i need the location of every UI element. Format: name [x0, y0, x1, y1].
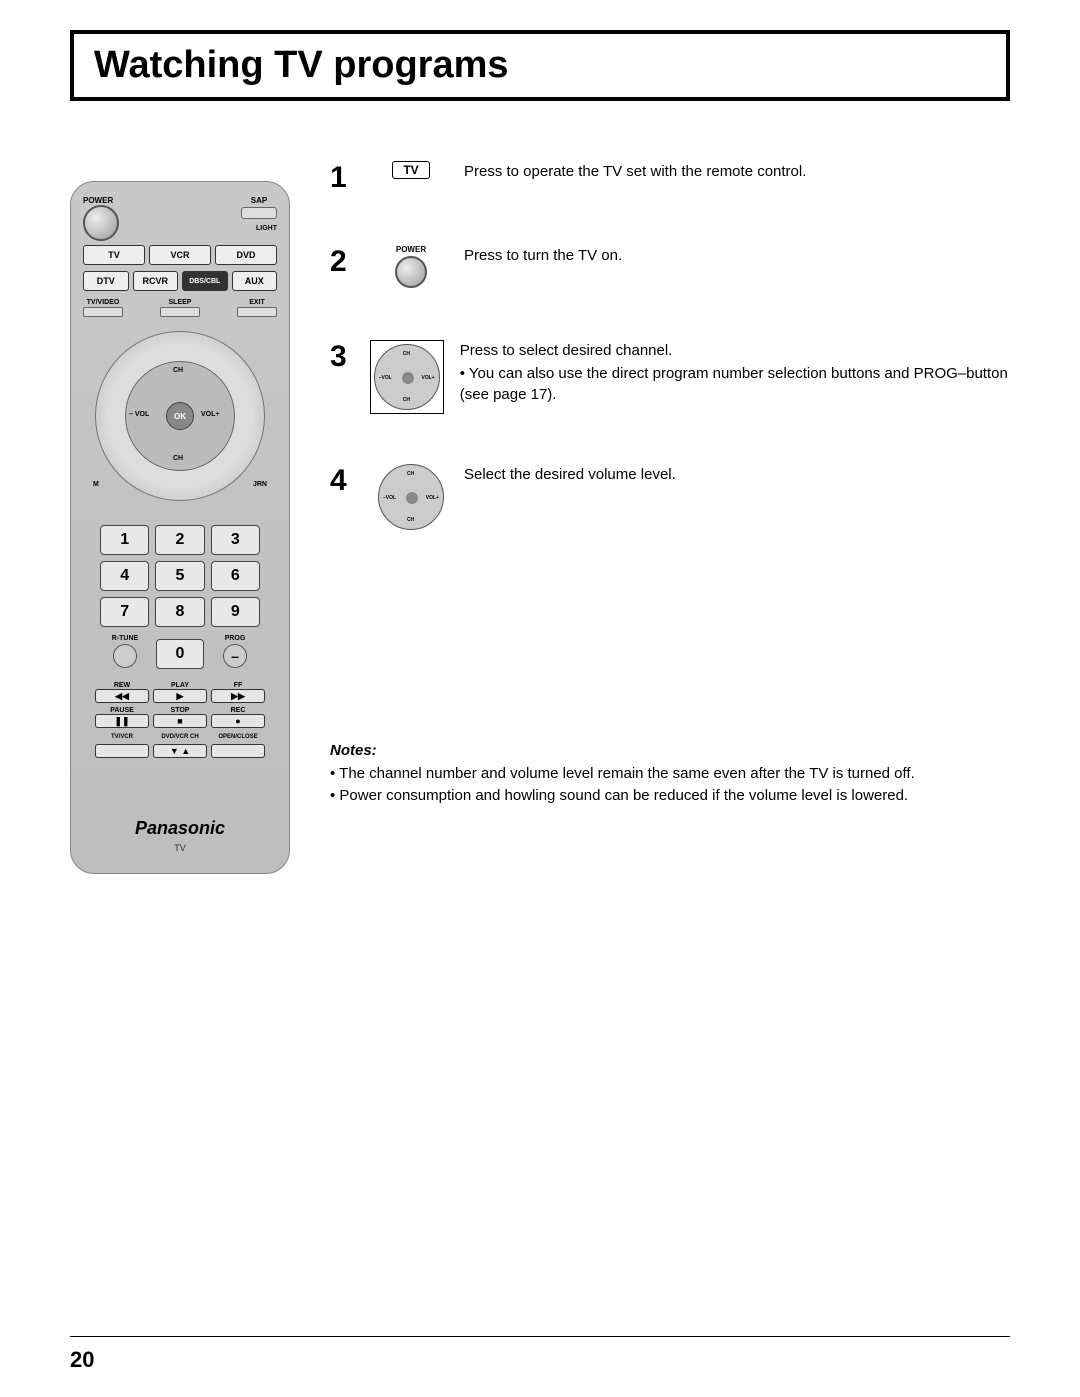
brand-sub-label: TV	[83, 843, 277, 853]
num-2[interactable]: 2	[155, 525, 204, 555]
openclose-button[interactable]	[211, 744, 265, 758]
rec-button[interactable]: ●	[211, 714, 265, 728]
step-num: 4	[330, 464, 358, 498]
step-2: 2 POWER Press to turn the TV on.	[330, 245, 1010, 290]
step-text: Press to select desired channel.	[460, 340, 1010, 361]
mode-tv[interactable]: TV	[83, 245, 145, 265]
num-8[interactable]: 8	[155, 597, 204, 627]
mode-rcvr[interactable]: RCVR	[133, 271, 179, 291]
pause-button[interactable]: ❚❚	[95, 714, 149, 728]
vol-plus-label: VOL+	[201, 411, 219, 418]
prog-label: PROG	[210, 635, 260, 642]
steps-column: 1 TV Press to operate the TV set with th…	[330, 161, 1010, 874]
tvvcr-button[interactable]	[95, 744, 149, 758]
menu-label: M	[93, 481, 99, 488]
num-0[interactable]: 0	[156, 639, 204, 669]
pause-label: PAUSE	[95, 707, 149, 714]
rtune-button[interactable]	[113, 644, 137, 668]
num-7[interactable]: 7	[100, 597, 149, 627]
power-button[interactable]	[83, 205, 119, 241]
num-9[interactable]: 9	[211, 597, 260, 627]
num-6[interactable]: 6	[211, 561, 260, 591]
mode-vcr[interactable]: VCR	[149, 245, 211, 265]
notes-section: Notes: The channel number and volume lev…	[330, 740, 1010, 808]
ff-label: FF	[211, 682, 265, 689]
step-3: 3 CH CH –VOL VOL+ Press to select desire…	[330, 340, 1010, 414]
light-label: LIGHT	[241, 225, 277, 232]
stop-button[interactable]: ■	[153, 714, 207, 728]
rew-button[interactable]: ◀◀	[95, 689, 149, 703]
mode-dtv[interactable]: DTV	[83, 271, 129, 291]
sleep-button[interactable]	[160, 307, 200, 317]
note-item: Power consumption and howling sound can …	[330, 785, 1010, 808]
step-num: 3	[330, 340, 354, 374]
step-4: 4 CH CH –VOL VOL+ Select the desired vol…	[330, 464, 1010, 530]
sleep-label: SLEEP	[169, 299, 192, 306]
power-label: POWER	[83, 196, 119, 205]
sap-button[interactable]	[241, 207, 277, 219]
brand-label: Panasonic	[83, 818, 277, 839]
power-icon	[395, 256, 427, 288]
sap-label: SAP	[241, 196, 277, 205]
ring-box-icon: CH CH –VOL VOL+	[370, 340, 444, 414]
dvdvcrch-button[interactable]: ▼ ▲	[153, 744, 207, 758]
notes-heading: Notes:	[330, 740, 1010, 763]
dvdvcrch-label: DVD/VCR CH	[153, 734, 207, 740]
play-button[interactable]: ▶	[153, 689, 207, 703]
numpad: 1 2 3 4 5 6 7 8 9	[100, 525, 260, 627]
ch-up-label: CH	[173, 367, 183, 374]
mini-ring-icon: CH CH –VOL VOL+	[374, 344, 440, 410]
step-num: 1	[330, 161, 358, 195]
step-bullet: You can also use the direct program numb…	[460, 363, 1010, 405]
nav-ring: OK CH CH – VOL VOL+ M JRN	[95, 331, 265, 501]
content: POWER SAP LIGHT TV VCR DVD DTV RCVR DBS/…	[70, 161, 1010, 874]
ch-dn-label: CH	[173, 455, 183, 462]
tvvideo-button[interactable]	[83, 307, 123, 317]
vol-minus-label: – VOL	[129, 411, 149, 418]
note-item: The channel number and volume level rema…	[330, 763, 1010, 786]
step-text: Press to operate the TV set with the rem…	[464, 161, 806, 182]
page-number: 20	[70, 1347, 94, 1373]
step-1: 1 TV Press to operate the TV set with th…	[330, 161, 1010, 195]
num-3[interactable]: 3	[211, 525, 260, 555]
title-box: Watching TV programs	[70, 30, 1010, 101]
rec-label: REC	[211, 707, 265, 714]
mode-aux[interactable]: AUX	[232, 271, 278, 291]
num-5[interactable]: 5	[155, 561, 204, 591]
mode-dvd[interactable]: DVD	[215, 245, 277, 265]
play-label: PLAY	[153, 682, 207, 689]
page-title: Watching TV programs	[94, 44, 986, 87]
mini-ring-icon: CH CH –VOL VOL+	[378, 464, 444, 530]
tv-chip-icon: TV	[392, 161, 429, 179]
exit-label: EXIT	[249, 299, 265, 306]
rew-label: REW	[95, 682, 149, 689]
tvvideo-label: TV/VIDEO	[87, 299, 120, 306]
ok-button[interactable]: OK	[166, 402, 194, 430]
exit-button[interactable]	[237, 307, 277, 317]
power-icon-label: POWER	[395, 245, 427, 254]
num-1[interactable]: 1	[100, 525, 149, 555]
return-label: JRN	[253, 481, 267, 488]
rtune-label: R-TUNE	[100, 635, 150, 642]
step-num: 2	[330, 245, 358, 279]
mode-dbscbl[interactable]: DBS/CBL	[182, 271, 228, 291]
stop-label: STOP	[153, 707, 207, 714]
tvvcr-label: TV/VCR	[95, 734, 149, 740]
remote-control: POWER SAP LIGHT TV VCR DVD DTV RCVR DBS/…	[70, 181, 290, 874]
step-text: Press to turn the TV on.	[464, 245, 622, 266]
ff-button[interactable]: ▶▶	[211, 689, 265, 703]
openclose-label: OPEN/CLOSE	[211, 734, 265, 740]
footer-rule	[70, 1336, 1010, 1337]
prog-button[interactable]: –	[223, 644, 247, 668]
step-text: Select the desired volume level.	[464, 464, 676, 485]
num-4[interactable]: 4	[100, 561, 149, 591]
